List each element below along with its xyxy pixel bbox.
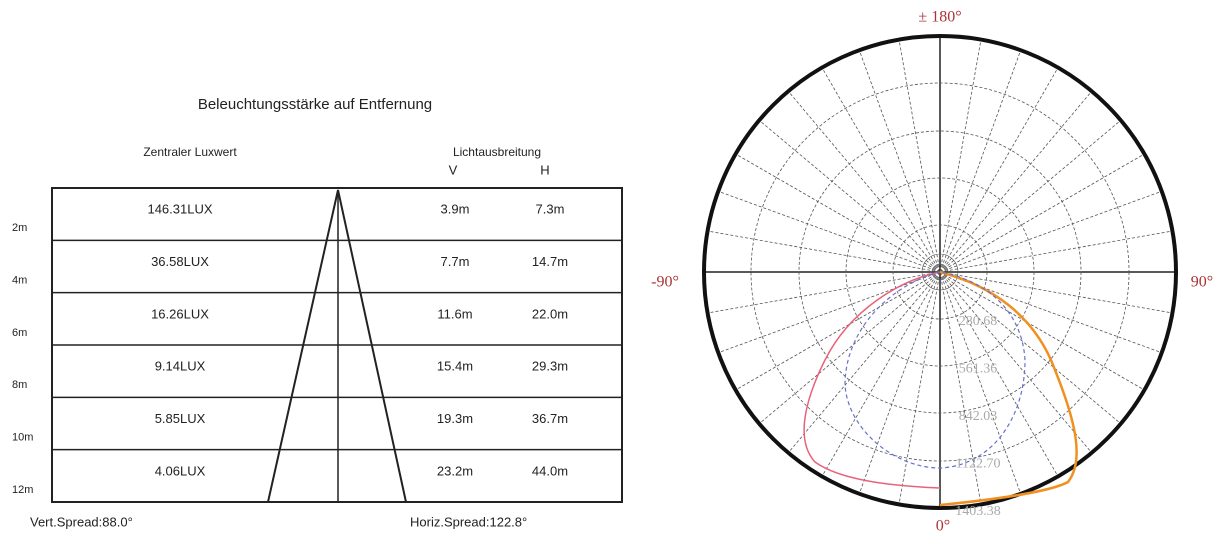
spoke xyxy=(758,119,941,273)
spoke xyxy=(898,271,941,505)
ring-label: 280.68 xyxy=(959,314,998,329)
spoke xyxy=(939,153,1145,273)
v-header: V xyxy=(449,162,458,177)
spoke xyxy=(821,67,941,273)
spoke xyxy=(939,271,1173,314)
spoke xyxy=(898,39,941,273)
h-value: 7.3m xyxy=(536,202,565,217)
spoke xyxy=(858,50,941,273)
v-value: 11.6m xyxy=(437,306,472,321)
lux-value: 9.14LUX xyxy=(155,359,206,374)
spoke xyxy=(939,90,1093,273)
h-value: 29.3m xyxy=(532,359,568,374)
angle-label: 0° xyxy=(936,518,950,535)
ring xyxy=(845,177,1035,367)
spoke xyxy=(939,271,1093,454)
spoke xyxy=(787,90,941,273)
h-value: 22.0m xyxy=(532,306,568,321)
spoke xyxy=(707,230,941,273)
spoke xyxy=(821,271,941,477)
title: Beleuchtungsstärke auf Entfernung xyxy=(198,96,432,113)
spoke xyxy=(939,190,1162,273)
distance: 12m xyxy=(12,484,33,496)
spoke xyxy=(939,50,1022,273)
horiz-spread: Horiz.Spread:122.8° xyxy=(410,514,527,529)
spoke xyxy=(939,271,1122,425)
angle-label: 90° xyxy=(1191,274,1213,291)
beam-triangle xyxy=(267,189,407,503)
polar-plot xyxy=(702,34,1178,510)
ring xyxy=(931,263,949,281)
lux-value: 4.06LUX xyxy=(155,463,206,478)
spoke xyxy=(718,190,941,273)
ring-label: 1403.38 xyxy=(955,504,1001,519)
distance: 4m xyxy=(12,275,27,287)
ring-label: 842.03 xyxy=(959,409,998,424)
h-header: H xyxy=(540,162,549,177)
spoke xyxy=(939,271,1162,354)
ring xyxy=(798,130,1082,414)
ring xyxy=(892,224,988,320)
angle-label: ± 180° xyxy=(918,9,961,26)
h-value: 14.7m xyxy=(532,254,568,269)
spread-header: Lichtausbreitung xyxy=(453,145,541,159)
spoke xyxy=(939,271,982,505)
ring xyxy=(921,253,959,291)
spoke xyxy=(707,271,941,314)
spoke xyxy=(787,271,941,454)
spoke xyxy=(858,271,941,494)
distance: 6m xyxy=(12,327,27,339)
v-value: 15.4m xyxy=(437,359,473,374)
lux-value: 146.31LUX xyxy=(147,202,212,217)
distance: 10m xyxy=(12,432,33,444)
spoke xyxy=(939,230,1173,273)
lux-header: Zentraler Luxwert xyxy=(143,145,237,159)
spoke xyxy=(735,271,941,391)
lux-value: 16.26LUX xyxy=(151,306,209,321)
v-value: 7.7m xyxy=(441,254,470,269)
distance: 2m xyxy=(12,222,27,234)
spoke xyxy=(718,271,941,354)
v-value: 3.9m xyxy=(441,202,470,217)
lux-value: 36.58LUX xyxy=(151,254,209,269)
curve-blue xyxy=(844,271,1026,469)
spoke xyxy=(735,153,941,273)
h-value: 36.7m xyxy=(532,411,568,426)
vert-spread: Vert.Spread:88.0° xyxy=(30,514,133,529)
ring xyxy=(750,82,1130,462)
spoke xyxy=(939,271,1145,391)
curve-red xyxy=(803,271,941,489)
spoke xyxy=(939,67,1059,273)
spoke xyxy=(939,271,1059,477)
spoke xyxy=(939,39,982,273)
outer-ring xyxy=(702,34,1178,510)
angle-label: -90° xyxy=(651,274,679,291)
spoke xyxy=(758,271,941,425)
lux-value: 5.85LUX xyxy=(155,411,206,426)
ring-label: 1122.70 xyxy=(956,457,1001,472)
v-value: 19.3m xyxy=(437,411,473,426)
distance: 8m xyxy=(12,379,27,391)
curve-orange xyxy=(939,270,1078,507)
v-value: 23.2m xyxy=(437,463,473,478)
spoke xyxy=(939,271,1022,494)
ring-label: 561.36 xyxy=(959,362,998,377)
h-value: 44.0m xyxy=(532,463,568,478)
spoke xyxy=(939,119,1122,273)
